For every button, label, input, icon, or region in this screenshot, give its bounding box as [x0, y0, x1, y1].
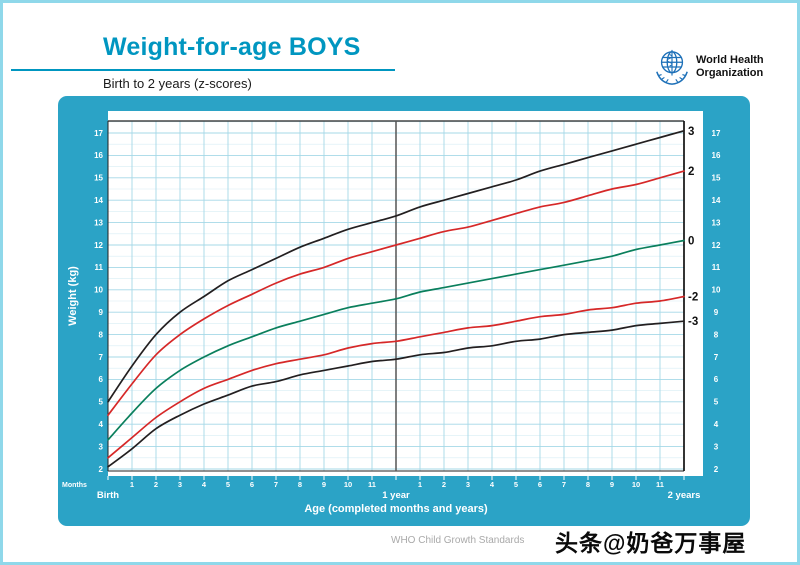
- svg-text:5: 5: [514, 480, 518, 489]
- svg-text:3: 3: [688, 126, 694, 138]
- svg-text:13: 13: [712, 218, 721, 227]
- svg-text:3: 3: [178, 480, 182, 489]
- watermark: 头条@奶爸万事屋: [555, 530, 747, 556]
- svg-text:10: 10: [94, 286, 103, 295]
- svg-text:8: 8: [714, 330, 719, 339]
- svg-text:3: 3: [99, 442, 104, 451]
- who-name-line1: World Health: [696, 54, 764, 66]
- svg-text:3: 3: [714, 442, 719, 451]
- svg-text:11: 11: [368, 480, 376, 489]
- who-branding: World Health Organization: [653, 47, 764, 87]
- svg-text:3: 3: [466, 480, 470, 489]
- svg-text:11: 11: [95, 263, 104, 272]
- svg-text:6: 6: [538, 480, 542, 489]
- svg-text:14: 14: [94, 196, 103, 205]
- svg-text:10: 10: [712, 286, 721, 295]
- svg-text:Months: Months: [62, 482, 87, 489]
- svg-text:11: 11: [712, 263, 721, 272]
- svg-text:7: 7: [562, 480, 566, 489]
- page-title: Weight-for-age BOYS: [103, 33, 361, 61]
- svg-text:4: 4: [202, 480, 207, 489]
- who-name-line2: Organization: [696, 67, 764, 79]
- svg-text:5: 5: [99, 398, 104, 407]
- svg-text:12: 12: [94, 241, 103, 250]
- svg-text:7: 7: [714, 353, 719, 362]
- svg-text:10: 10: [632, 480, 640, 489]
- svg-text:6: 6: [250, 480, 254, 489]
- page-subtitle: Birth to 2 years (z-scores): [103, 76, 252, 91]
- svg-text:15: 15: [94, 174, 103, 183]
- footer-note: WHO Child Growth Standards: [391, 535, 525, 546]
- svg-text:8: 8: [298, 480, 302, 489]
- svg-text:Birth: Birth: [97, 490, 119, 501]
- svg-text:2: 2: [714, 465, 719, 474]
- svg-text:8: 8: [586, 480, 590, 489]
- svg-text:2: 2: [688, 166, 694, 178]
- svg-text:16: 16: [712, 151, 721, 160]
- svg-text:16: 16: [94, 151, 103, 160]
- svg-text:-3: -3: [688, 316, 698, 328]
- svg-text:10: 10: [344, 480, 352, 489]
- svg-text:6: 6: [99, 375, 104, 384]
- title-underline: [11, 69, 395, 71]
- svg-text:Age (completed months and year: Age (completed months and years): [304, 503, 488, 515]
- svg-text:9: 9: [714, 308, 719, 317]
- svg-text:14: 14: [712, 196, 721, 205]
- svg-text:-2: -2: [688, 292, 698, 304]
- who-name: World Health Organization: [696, 54, 764, 80]
- svg-text:Weight (kg): Weight (kg): [67, 266, 79, 326]
- svg-text:17: 17: [94, 129, 103, 138]
- svg-text:7: 7: [99, 353, 104, 362]
- svg-text:11: 11: [656, 480, 664, 489]
- svg-text:4: 4: [490, 480, 495, 489]
- svg-text:0: 0: [688, 236, 694, 248]
- svg-text:9: 9: [610, 480, 614, 489]
- svg-text:9: 9: [99, 308, 104, 317]
- svg-text:8: 8: [99, 330, 104, 339]
- who-logo-icon: [656, 49, 688, 85]
- svg-text:17: 17: [712, 129, 721, 138]
- svg-text:5: 5: [226, 480, 230, 489]
- svg-text:7: 7: [274, 480, 278, 489]
- svg-text:2: 2: [154, 480, 158, 489]
- svg-text:2: 2: [442, 480, 446, 489]
- chart-panel: 3 2 0 -2 -3 2 2 3 3 4 4 5 5 6 6 7 7 8 8 9 9 10 10 11 11 12 12 13 13 1…: [58, 96, 750, 526]
- svg-text:12: 12: [712, 241, 721, 250]
- svg-text:4: 4: [99, 420, 104, 429]
- svg-text:1 year: 1 year: [382, 490, 410, 501]
- svg-text:6: 6: [714, 375, 719, 384]
- svg-text:9: 9: [322, 480, 326, 489]
- svg-text:5: 5: [714, 398, 719, 407]
- svg-text:1: 1: [130, 480, 134, 489]
- svg-text:2: 2: [99, 465, 104, 474]
- svg-text:2 years: 2 years: [668, 490, 701, 501]
- svg-text:13: 13: [94, 218, 103, 227]
- svg-text:15: 15: [712, 174, 721, 183]
- svg-text:1: 1: [418, 480, 422, 489]
- svg-text:4: 4: [714, 420, 719, 429]
